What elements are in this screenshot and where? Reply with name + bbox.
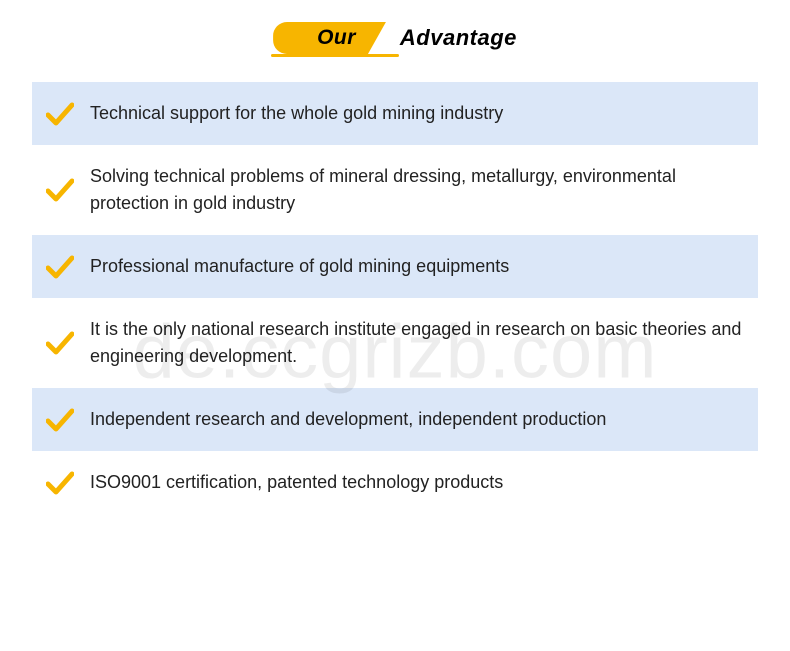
list-item-text: It is the only national research institu… bbox=[90, 316, 744, 370]
check-icon bbox=[46, 331, 74, 355]
list-item: ISO9001 certification, patented technolo… bbox=[32, 451, 758, 514]
check-icon bbox=[46, 408, 74, 432]
list-item: Solving technical problems of mineral dr… bbox=[32, 145, 758, 235]
header-word-left: Our bbox=[273, 22, 386, 54]
list-item-text: ISO9001 certification, patented technolo… bbox=[90, 469, 503, 496]
header-badge: Our Advantage bbox=[273, 22, 517, 54]
list-item-text: Independent research and development, in… bbox=[90, 406, 606, 433]
check-icon bbox=[46, 178, 74, 202]
advantage-list: Technical support for the whole gold min… bbox=[0, 82, 790, 514]
check-icon bbox=[46, 471, 74, 495]
list-item-text: Technical support for the whole gold min… bbox=[90, 100, 503, 127]
list-item: Independent research and development, in… bbox=[32, 388, 758, 451]
header-word-right: Advantage bbox=[386, 25, 517, 51]
check-icon bbox=[46, 255, 74, 279]
list-item-text: Professional manufacture of gold mining … bbox=[90, 253, 509, 280]
list-item: Professional manufacture of gold mining … bbox=[32, 235, 758, 298]
check-icon bbox=[46, 102, 74, 126]
list-item: Technical support for the whole gold min… bbox=[32, 82, 758, 145]
section-header: Our Advantage bbox=[0, 0, 790, 82]
list-item-text: Solving technical problems of mineral dr… bbox=[90, 163, 744, 217]
header-underline bbox=[271, 54, 399, 57]
list-item: It is the only national research institu… bbox=[32, 298, 758, 388]
